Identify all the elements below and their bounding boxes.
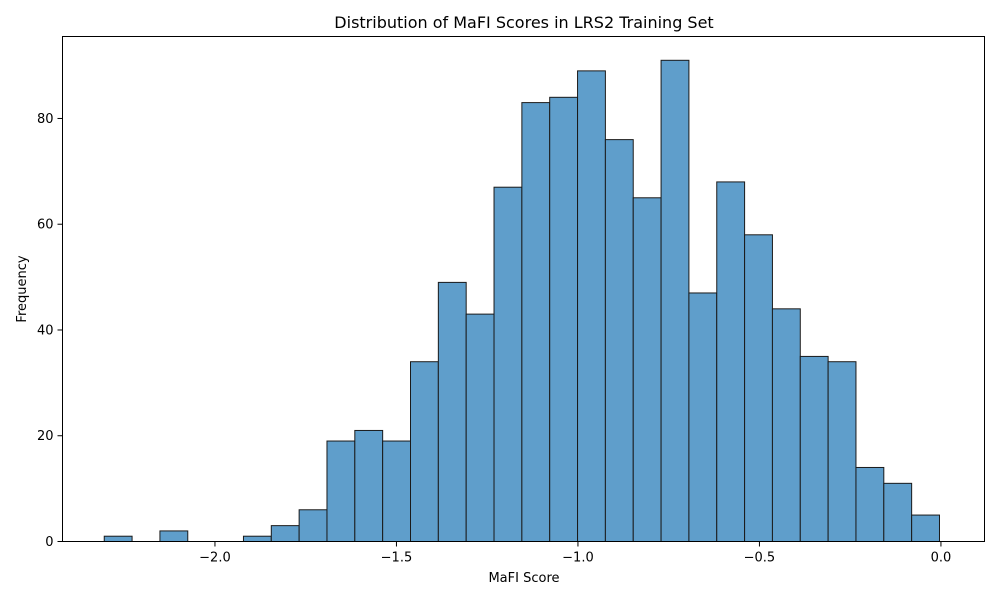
histogram-bar	[799, 355, 829, 543]
histogram-bar	[437, 281, 467, 542]
histogram-bar	[632, 197, 662, 543]
histogram-bar	[883, 482, 913, 542]
y-tick-label: 60	[37, 218, 54, 233]
y-tick-label: 0	[45, 535, 53, 550]
histogram-bar	[493, 186, 523, 542]
histogram-bar	[604, 139, 634, 543]
histogram-bar	[354, 429, 384, 542]
y-axis-label: Frequency	[15, 255, 30, 322]
histogram-bar	[744, 234, 773, 542]
plot-frame	[62, 36, 985, 542]
histogram-bar	[242, 535, 272, 542]
histogram-bar	[410, 361, 439, 542]
histogram-bar	[911, 514, 940, 542]
y-axis-ticks: 0 20 40 60 80	[37, 112, 63, 550]
histogram-bar	[298, 509, 328, 542]
y-tick-label: 20	[37, 429, 54, 444]
histogram-bar	[716, 181, 746, 542]
histogram-bar	[103, 535, 133, 542]
histogram-bar	[855, 466, 885, 543]
chart-title: Distribution of MaFI Scores in LRS2 Trai…	[334, 13, 713, 32]
y-tick-label: 80	[37, 112, 54, 127]
x-tick-label: −2.0	[199, 551, 231, 566]
histogram-bar	[549, 96, 579, 542]
histogram-bar	[771, 308, 801, 542]
x-axis-label: MaFI Score	[488, 571, 559, 586]
histogram-bar	[326, 440, 356, 543]
y-tick-label: 40	[37, 323, 54, 338]
x-tick-label: −1.0	[562, 551, 594, 566]
x-axis-ticks: −2.0 −1.5 −1.0 −0.5 0.0	[199, 541, 952, 566]
x-tick-label: −1.5	[381, 551, 413, 566]
histogram-bar	[688, 292, 718, 542]
histogram-bar	[660, 59, 690, 543]
bars-group	[103, 59, 940, 543]
histogram-bar	[382, 440, 412, 543]
histogram-bar	[270, 525, 300, 542]
histogram-bar	[827, 361, 857, 542]
x-tick-label: 0.0	[931, 551, 952, 566]
histogram-bar	[159, 530, 189, 542]
histogram-bar	[465, 313, 495, 542]
histogram-bar	[521, 102, 551, 542]
histogram-bar	[577, 70, 606, 542]
x-tick-label: −0.5	[744, 551, 776, 566]
